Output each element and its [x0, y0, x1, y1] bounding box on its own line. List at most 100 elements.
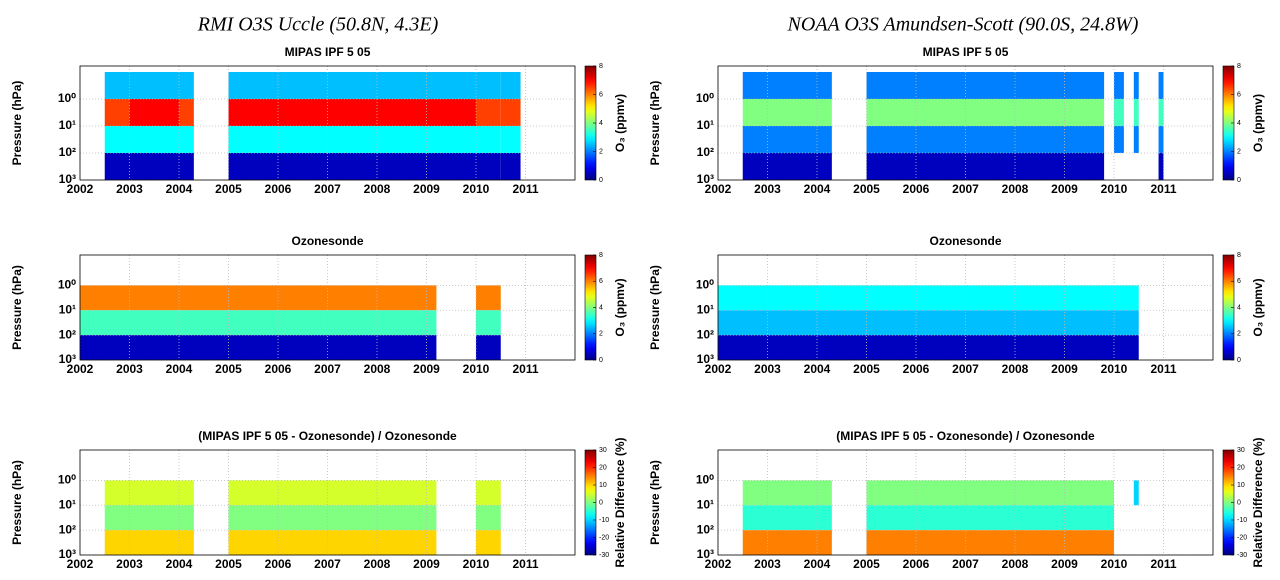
x-tick-label: 2009: [413, 182, 440, 196]
x-tick-label: 2010: [1101, 362, 1128, 376]
x-tick-label: 2009: [413, 362, 440, 376]
x-tick-label: 2011: [512, 182, 538, 196]
x-tick-label: 2008: [364, 557, 391, 571]
heatmap-cell: [1015, 285, 1065, 311]
colorbar-tick-label: 4: [599, 120, 603, 127]
heatmap-cell: [228, 310, 278, 336]
heatmap-cell: [1114, 71, 1124, 99]
heatmap-cell: [1064, 530, 1114, 555]
heatmap-cell: [377, 98, 427, 126]
x-tick-label: 2004: [166, 182, 193, 196]
x-tick-label: 2005: [853, 182, 880, 196]
heatmap-cell: [1064, 285, 1114, 311]
panel-title: (MIPAS IPF 5 05 - Ozonesonde) / Ozoneson…: [836, 429, 1095, 443]
heatmap-cell: [228, 71, 278, 99]
heatmap-cell: [129, 152, 179, 180]
y-tick-label: 10⁰: [696, 473, 714, 487]
heatmap-cell: [916, 125, 966, 153]
y-tick-label: 10¹: [59, 302, 76, 316]
heatmap-cell: [718, 310, 768, 336]
colorbar-tick-label: 2: [1237, 148, 1241, 155]
y-axis-label: Pressure (hPa): [10, 81, 24, 166]
y-tick-label: 10³: [59, 352, 76, 366]
heatmap-cell: [377, 530, 427, 555]
x-tick-label: 2003: [116, 362, 143, 376]
heatmap-cell: [742, 71, 768, 99]
heatmap-cell: [179, 125, 194, 153]
heatmap-cell: [965, 98, 1015, 126]
x-tick-label: 2002: [67, 557, 94, 571]
plot-frame: [717, 65, 1214, 181]
heatmap-cell: [965, 285, 1015, 311]
heatmap-cell: [228, 125, 278, 153]
heatmap-cell: [426, 480, 437, 506]
heatmap-cell: [1158, 125, 1164, 153]
y-tick-label: 10³: [59, 547, 76, 561]
heatmap-cell: [767, 310, 817, 336]
y-tick-label: 10⁰: [58, 473, 76, 487]
heatmap-cell: [1158, 71, 1164, 99]
heatmap-cell: [104, 505, 130, 531]
heatmap-cell: [179, 152, 194, 180]
heatmap-cell: [866, 530, 916, 555]
heatmap-cell: [1114, 310, 1139, 336]
x-tick-label: 2008: [1002, 362, 1029, 376]
heatmap-cell: [916, 310, 966, 336]
x-tick-label: 2003: [116, 557, 143, 571]
colorbar-label: O₃ (ppmv): [1251, 94, 1265, 152]
heatmap-cell: [817, 530, 832, 555]
y-tick-label: 10²: [59, 522, 76, 536]
heatmap-cell: [1015, 505, 1065, 531]
x-tick-label: 2006: [265, 362, 292, 376]
x-tick-label: 2008: [364, 362, 391, 376]
y-tick-label: 10¹: [697, 118, 714, 132]
heatmap-cell: [327, 505, 377, 531]
heatmap-cell: [179, 505, 194, 531]
heatmap-cell: [476, 480, 501, 506]
heatmap-cell: [104, 530, 130, 555]
x-tick-label: 2002: [705, 182, 732, 196]
heatmap-cell: [500, 152, 521, 180]
heatmap-cell: [228, 285, 278, 311]
colorbar-tick-label: 8: [599, 252, 603, 259]
heatmap-cell: [767, 152, 817, 180]
heatmap-cell: [228, 152, 278, 180]
heatmap-cell: [817, 310, 867, 336]
heatmap-cell: [278, 71, 328, 99]
heatmap-cell: [327, 71, 377, 99]
heatmap-cell: [377, 152, 427, 180]
heatmap-cell: [965, 310, 1015, 336]
heatmap-cell: [426, 152, 476, 180]
y-tick-label: 10⁰: [696, 91, 714, 105]
x-tick-label: 2007: [314, 182, 341, 196]
heatmap-cell: [1064, 152, 1105, 180]
heatmap-cell: [476, 310, 501, 336]
heatmap-cell: [1015, 152, 1065, 180]
colorbar-tick-label: 20: [599, 464, 607, 471]
colorbar-tick-label: 6: [1237, 91, 1241, 98]
x-tick-label: 2010: [463, 182, 490, 196]
y-tick-label: 10²: [59, 145, 76, 159]
colorbar-label: Relative Difference (%): [613, 437, 627, 567]
heatmap-cell: [129, 310, 179, 336]
x-tick-label: 2008: [364, 182, 391, 196]
heatmap-cell: [742, 98, 768, 126]
colorbar-tick-label: 30: [1237, 447, 1245, 454]
plot-frame: [79, 254, 576, 361]
heatmap-cell: [129, 480, 179, 506]
colorbar-tick-label: 8: [1237, 63, 1241, 70]
x-tick-label: 2006: [903, 557, 930, 571]
colorbar-tick-label: 2: [1237, 331, 1241, 338]
x-tick-label: 2011: [512, 362, 538, 376]
colorbar-tick-label: -30: [1237, 552, 1247, 559]
panel-title: Ozonesonde: [929, 234, 1001, 248]
colorbar-tick-label: 0: [1237, 357, 1241, 364]
colorbar-tick-label: 2: [599, 331, 603, 338]
plot-frame: [79, 65, 576, 181]
x-tick-label: 2007: [952, 557, 979, 571]
heatmap-cell: [377, 125, 427, 153]
heatmap-cell: [129, 125, 179, 153]
heatmap-cell: [1015, 530, 1065, 555]
heatmap-cell: [1133, 480, 1139, 506]
heatmap-cell: [476, 98, 501, 126]
